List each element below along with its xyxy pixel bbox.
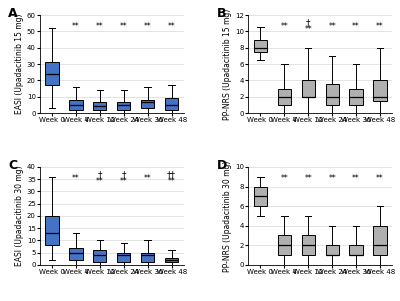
Text: **: ** [144, 174, 152, 183]
Text: **: ** [376, 174, 384, 183]
Text: **: ** [280, 174, 288, 183]
PathPatch shape [278, 235, 291, 255]
PathPatch shape [165, 258, 178, 262]
Text: B: B [217, 7, 226, 20]
PathPatch shape [117, 253, 130, 262]
PathPatch shape [93, 102, 106, 110]
Text: D: D [217, 159, 227, 172]
Text: **: ** [168, 177, 176, 186]
Y-axis label: EASI (Upadacitinib 30 mg): EASI (Upadacitinib 30 mg) [15, 166, 24, 266]
Text: ††: †† [167, 170, 176, 179]
Text: †: † [98, 170, 102, 179]
Text: †: † [306, 18, 310, 27]
Text: **: ** [96, 22, 104, 31]
Text: **: ** [328, 22, 336, 31]
Text: **: ** [168, 22, 176, 31]
PathPatch shape [45, 62, 58, 85]
Text: **: ** [120, 177, 128, 186]
Text: **: ** [144, 22, 152, 31]
Text: **: ** [72, 174, 80, 183]
Text: **: ** [352, 174, 360, 183]
PathPatch shape [141, 253, 154, 262]
Text: **: ** [352, 22, 360, 31]
PathPatch shape [69, 248, 82, 260]
Text: C: C [8, 159, 18, 172]
Text: **: ** [280, 22, 288, 31]
Text: **: ** [376, 22, 384, 31]
Text: **: ** [120, 22, 128, 31]
PathPatch shape [45, 216, 58, 245]
Y-axis label: PP-NRS (Upadacitinib 30 mg): PP-NRS (Upadacitinib 30 mg) [223, 160, 232, 272]
Y-axis label: EASI (Upadacitinib 15 mg): EASI (Upadacitinib 15 mg) [15, 14, 24, 114]
PathPatch shape [93, 250, 106, 262]
PathPatch shape [326, 245, 339, 255]
Text: **: ** [304, 174, 312, 183]
PathPatch shape [141, 100, 154, 108]
PathPatch shape [165, 98, 178, 110]
Y-axis label: PP-NRS (Upadacitinib 15 mg): PP-NRS (Upadacitinib 15 mg) [223, 8, 232, 120]
Text: †: † [122, 170, 126, 179]
Text: **: ** [304, 25, 312, 34]
PathPatch shape [69, 100, 82, 110]
PathPatch shape [254, 187, 267, 206]
Text: A: A [8, 7, 18, 20]
PathPatch shape [254, 39, 267, 52]
PathPatch shape [302, 80, 315, 97]
Text: **: ** [328, 174, 336, 183]
PathPatch shape [374, 226, 387, 255]
Text: **: ** [96, 177, 104, 186]
PathPatch shape [374, 80, 387, 101]
Text: **: ** [72, 22, 80, 31]
PathPatch shape [278, 88, 291, 105]
PathPatch shape [350, 88, 363, 105]
PathPatch shape [302, 235, 315, 255]
PathPatch shape [117, 102, 130, 110]
PathPatch shape [350, 245, 363, 255]
PathPatch shape [326, 85, 339, 105]
